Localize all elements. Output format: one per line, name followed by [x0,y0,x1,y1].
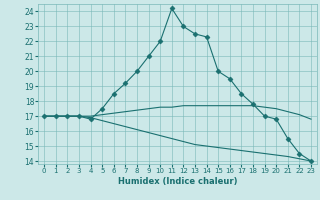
X-axis label: Humidex (Indice chaleur): Humidex (Indice chaleur) [118,177,237,186]
